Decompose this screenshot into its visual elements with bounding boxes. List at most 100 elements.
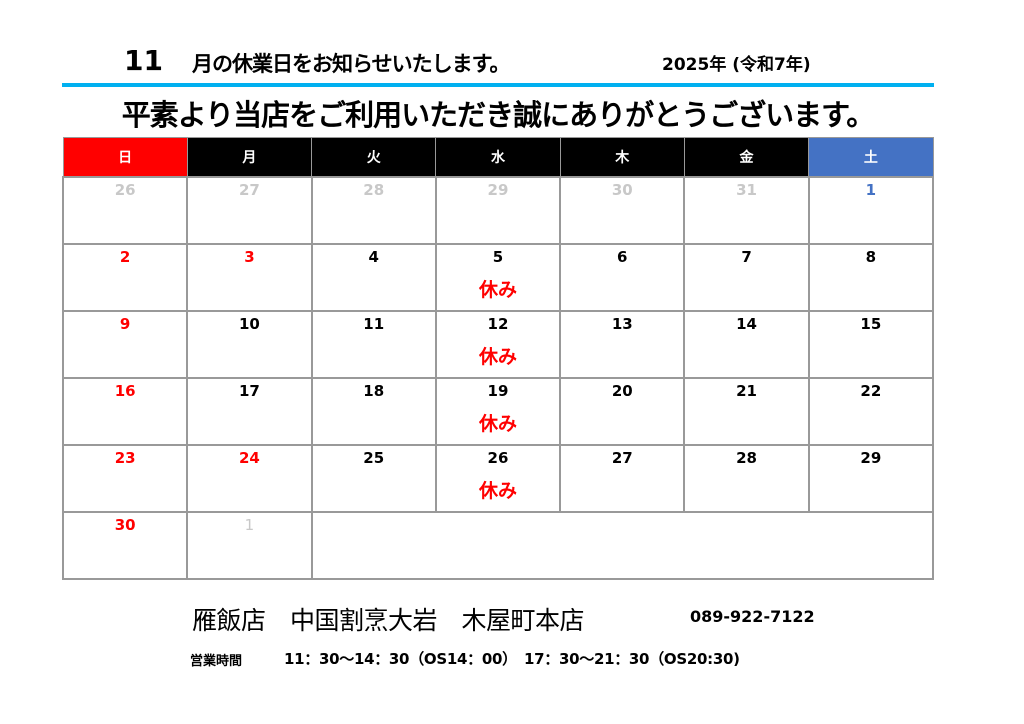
- calendar-week-row: 9 10 11 12 休み 13 14 15: [61, 310, 935, 379]
- day-number: 30: [114, 516, 136, 534]
- calendar-day-cell: 8: [807, 243, 935, 312]
- calendar-day-cell: 6: [559, 243, 686, 312]
- calendar-day-cell: 30: [61, 511, 189, 580]
- day-number: 7: [741, 248, 752, 266]
- closed-day-label: 休み: [478, 413, 517, 435]
- empty-merged-cell: [310, 511, 935, 580]
- calendar-day-cell: 23: [61, 444, 189, 513]
- calendar-day-cell: 24: [186, 444, 313, 513]
- calendar-day-cell: 19 休み: [434, 377, 562, 446]
- day-number: 1: [865, 181, 877, 199]
- month-number: 11: [124, 44, 163, 77]
- day-number: 26: [114, 181, 136, 199]
- closed-day-label: 休み: [478, 279, 517, 301]
- calendar-day-cell: 30: [559, 176, 686, 245]
- business-hours: 11：30～14：30（OS14：00） 17：30～21：30（OS20:30…: [284, 650, 740, 668]
- calendar-day-cell: 18: [310, 377, 437, 446]
- calendar-day-cell: 28: [683, 444, 810, 513]
- calendar-day-cell: 10: [186, 310, 313, 379]
- calendar-week-row: 23 24 25 26 休み 27 28 29: [61, 444, 935, 513]
- day-number: 26: [487, 449, 509, 467]
- store-name: 雁飯店 中国割烹大岩 木屋町本店: [192, 606, 585, 635]
- weekday-wednesday: 水: [435, 137, 561, 178]
- calendar-day-cell: 17: [186, 377, 313, 446]
- calendar-table: 日 月 火 水 木 金 土 26 27 28 29 30 31 1 2 3 4 5 休み 6 7 8 9 10 1…: [61, 137, 935, 580]
- calendar-day-cell: 25: [310, 444, 437, 513]
- day-number: 1: [244, 516, 255, 534]
- day-number: 14: [736, 315, 757, 333]
- day-number: 19: [487, 382, 509, 400]
- calendar-day-cell: 26 休み: [434, 444, 562, 513]
- calendar-day-cell: 12 休み: [434, 310, 562, 379]
- calendar-day-cell: 27: [186, 176, 313, 245]
- day-number: 29: [860, 449, 882, 467]
- day-number: 2: [119, 248, 131, 266]
- day-number: 22: [860, 382, 882, 400]
- day-number: 24: [238, 449, 260, 467]
- calendar-week-row: 30 1: [61, 511, 935, 580]
- business-hours-label: 営業時間: [190, 654, 243, 669]
- weekday-sunday: 日: [62, 137, 188, 178]
- weekday-tuesday: 火: [311, 137, 437, 178]
- calendar-day-cell: 13: [559, 310, 686, 379]
- day-number: 25: [363, 449, 385, 467]
- closed-day-label: 休み: [478, 346, 517, 368]
- day-number: 13: [611, 315, 633, 333]
- calendar-day-cell: 1: [807, 176, 935, 245]
- calendar-day-cell: 22: [807, 377, 935, 446]
- calendar-day-cell: 15: [807, 310, 935, 379]
- day-number: 20: [611, 382, 633, 400]
- greeting-text: 平素より当店をご利用いただき誠にありがとうございます。: [121, 98, 876, 132]
- day-number: 27: [611, 449, 633, 467]
- day-number: 23: [114, 449, 136, 467]
- weekday-thursday: 木: [559, 137, 685, 178]
- calendar-day-cell: 11: [310, 310, 437, 379]
- day-number: 29: [487, 181, 509, 199]
- calendar-day-cell: 21: [683, 377, 810, 446]
- weekday-friday: 金: [683, 137, 810, 178]
- weekday-header-row: 日 月 火 水 木 金 土: [62, 137, 934, 178]
- day-number: 6: [617, 248, 628, 266]
- day-number: 28: [736, 449, 757, 467]
- calendar-day-cell: 27: [559, 444, 686, 513]
- day-number: 8: [865, 248, 877, 266]
- closed-day-label: 休み: [478, 480, 517, 502]
- weekday-monday: 月: [186, 137, 313, 178]
- day-number: 18: [363, 382, 385, 400]
- calendar-body: 26 27 28 29 30 31 1 2 3 4 5 休み 6 7 8 9 10 11 12 休み 13 14 15 16 1…: [61, 176, 935, 580]
- header-divider: [62, 83, 934, 87]
- day-number: 28: [363, 181, 385, 199]
- year-label: 2025年 (令和7年): [662, 55, 811, 75]
- day-number: 27: [238, 181, 260, 199]
- calendar-week-row: 26 27 28 29 30 31 1: [61, 176, 935, 245]
- day-number: 5: [492, 248, 504, 266]
- calendar-day-cell: 2: [61, 243, 189, 312]
- calendar-day-cell: 26: [61, 176, 189, 245]
- day-number: 17: [238, 382, 260, 400]
- calendar-week-row: 2 3 4 5 休み 6 7 8: [61, 243, 935, 312]
- calendar-day-cell: 28: [310, 176, 437, 245]
- weekday-saturday: 土: [808, 137, 934, 178]
- day-number: 11: [363, 315, 385, 333]
- calendar-day-cell: 4: [310, 243, 437, 312]
- calendar-day-cell: 29: [434, 176, 562, 245]
- notice-title: 月の休業日をお知らせいたします。: [192, 52, 510, 76]
- calendar-day-cell: 5 休み: [434, 243, 562, 312]
- day-number: 4: [368, 248, 379, 266]
- day-number: 12: [487, 315, 509, 333]
- day-number: 15: [860, 315, 882, 333]
- calendar-day-cell: 7: [683, 243, 810, 312]
- calendar-day-cell: 16: [61, 377, 189, 446]
- day-number: 3: [244, 248, 255, 266]
- calendar-day-cell: 31: [683, 176, 810, 245]
- day-number: 30: [611, 181, 633, 199]
- calendar-day-cell: 3: [186, 243, 313, 312]
- calendar-week-row: 16 17 18 19 休み 20 21 22: [61, 377, 935, 446]
- day-number: 16: [114, 382, 136, 400]
- day-number: 21: [736, 382, 757, 400]
- day-number: 10: [238, 315, 260, 333]
- calendar-day-cell: 1: [186, 511, 313, 580]
- phone-number: 089-922-7122: [690, 607, 815, 626]
- day-number: 31: [736, 181, 757, 199]
- day-number: 9: [119, 315, 131, 333]
